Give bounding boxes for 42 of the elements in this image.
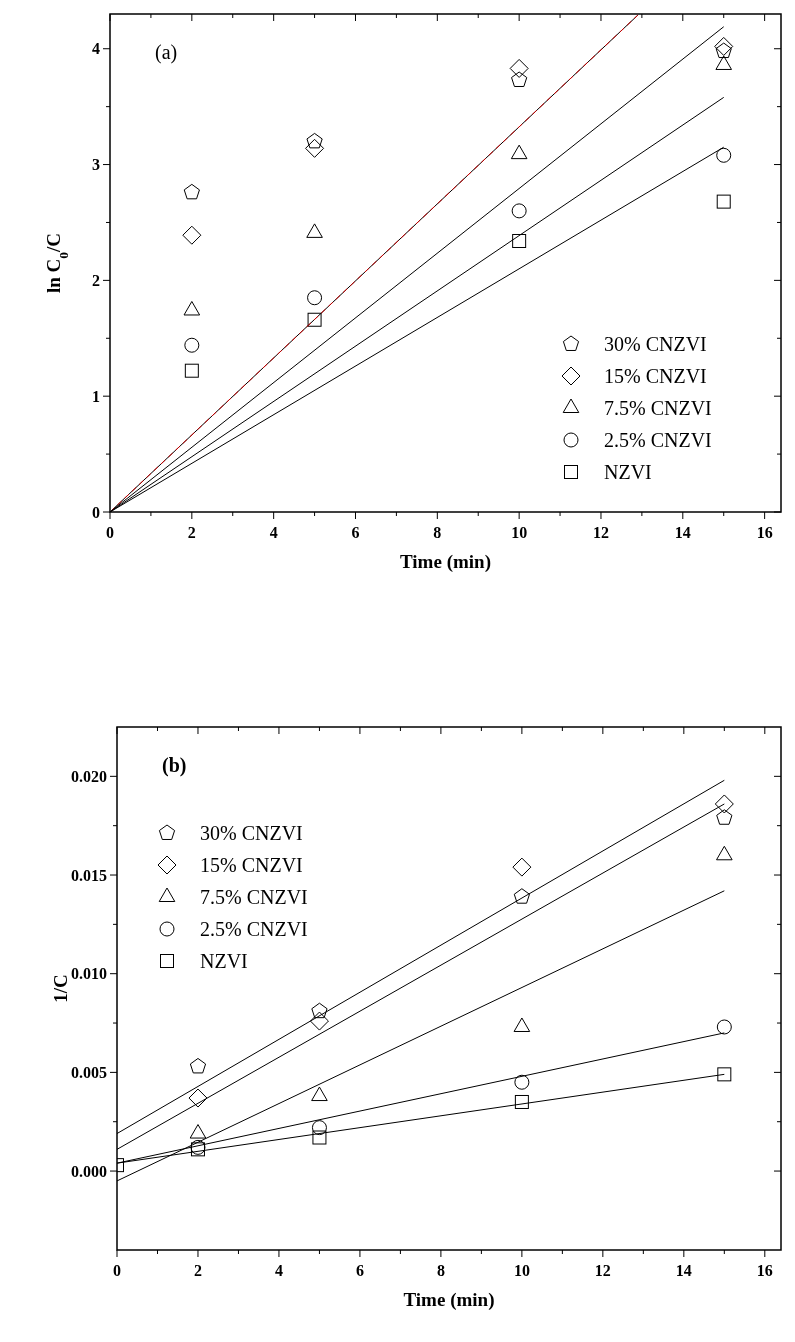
annotation: (b): [162, 754, 187, 777]
x-tick-label: 14: [674, 524, 691, 541]
legend-label: 30% CNZVI: [200, 822, 303, 844]
y-tick-label: 0: [92, 503, 100, 521]
y-tick-label: 0.010: [71, 965, 107, 983]
legend-label: NZVI: [604, 461, 652, 483]
x-axis-title: Time (min): [403, 1289, 495, 1311]
x-tick-label: 4: [274, 1262, 283, 1279]
x-tick-label: 10: [511, 524, 528, 541]
legend-label: 2.5% CNZVI: [604, 429, 712, 451]
legend-label: 7.5% CNZVI: [200, 886, 308, 908]
legend-label: NZVI: [200, 950, 248, 972]
legend-label: 15% CNZVI: [200, 854, 303, 876]
x-tick-label: 10: [513, 1262, 530, 1279]
y-tick-label: 4: [92, 40, 100, 58]
x-tick-label: 14: [675, 1262, 692, 1279]
legend-label: 2.5% CNZVI: [200, 918, 308, 940]
x-tick-label: 0: [113, 1262, 121, 1279]
x-tick-label: 16: [756, 524, 773, 541]
x-tick-label: 8: [436, 1262, 445, 1279]
legend-label: 30% CNZVI: [604, 333, 707, 355]
y-tick-label: 3: [92, 156, 100, 174]
annotation: (a): [155, 41, 178, 64]
x-tick-label: 4: [269, 524, 278, 541]
x-tick-label: 2: [193, 1262, 202, 1279]
x-tick-label: 16: [756, 1262, 773, 1279]
y-tick-label: 0.005: [71, 1063, 107, 1081]
legend-label: 7.5% CNZVI: [604, 397, 712, 419]
y-tick-label: 1: [92, 387, 100, 405]
y-tick-label: 0.000: [71, 1162, 107, 1180]
x-tick-label: 12: [594, 1262, 611, 1279]
y-tick-label: 0.015: [71, 866, 107, 884]
y-axis-title: 1/C: [50, 974, 71, 1003]
x-tick-label: 8: [433, 524, 442, 541]
x-tick-label: 2: [187, 524, 196, 541]
legend-label: 15% CNZVI: [604, 365, 707, 387]
x-tick-label: 6: [355, 1262, 364, 1279]
y-tick-label: 2: [92, 271, 100, 289]
x-tick-label: 6: [351, 524, 360, 541]
y-tick-label: 0.020: [71, 767, 107, 785]
x-tick-label: 12: [592, 524, 609, 541]
x-axis-title: Time (min): [400, 551, 491, 573]
